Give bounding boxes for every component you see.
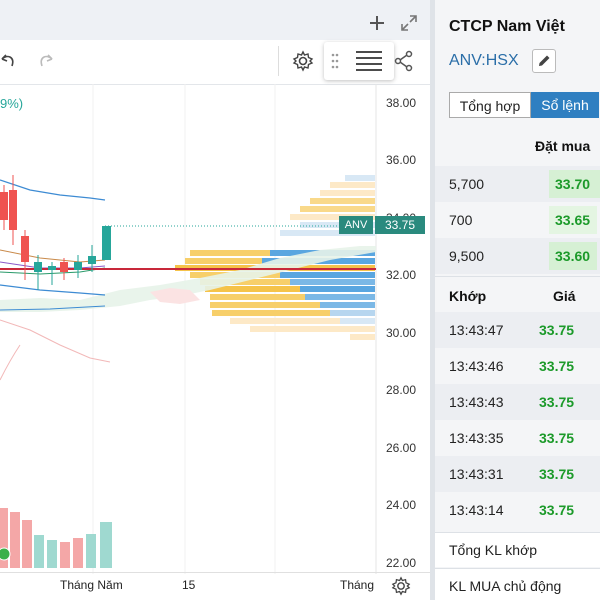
bid-price: 33.70 (555, 176, 591, 192)
ticker-symbol[interactable]: ANV:HSX (449, 52, 519, 69)
trade-time: 13:43:14 (449, 502, 504, 518)
trade-price: 33.75 (539, 466, 575, 482)
edit-button[interactable] (532, 49, 556, 73)
trade-price: 33.75 (539, 502, 575, 518)
drag-handle-icon[interactable] (330, 52, 340, 70)
trade-time: 13:43:46 (449, 358, 504, 374)
trade-row[interactable]: 13:43:46 33.75 (435, 348, 600, 384)
price-label: 36.00 (386, 153, 417, 167)
bid-row[interactable]: 5,700 33.70 (435, 166, 600, 202)
trade-price: 33.75 (539, 322, 575, 338)
trade-price: 33.75 (539, 430, 575, 446)
share-icon[interactable] (394, 50, 414, 72)
trade-price: 33.75 (539, 394, 575, 410)
time-label: Tháng Năm (60, 578, 123, 592)
trade-row[interactable]: 13:43:31 33.75 (435, 456, 600, 492)
bid-price: 33.60 (555, 248, 591, 264)
stock-info-panel: CTCP Nam Việt ANV:HSX Tổng hợp Sổ lệnh Đ… (430, 0, 600, 603)
gear-icon[interactable] (391, 576, 411, 596)
bid-row[interactable]: 700 33.65 (435, 202, 600, 238)
price-chart[interactable] (0, 84, 430, 574)
chart-panel: 9%) (0, 0, 430, 596)
time-label: 15 (182, 578, 196, 592)
plus-icon[interactable] (368, 14, 386, 32)
price-label: 32.00 (386, 268, 417, 282)
bid-row[interactable]: 9,500 33.60 (435, 238, 600, 274)
bid-volume: 9,500 (449, 248, 485, 264)
trade-time: 13:43:31 (449, 466, 504, 482)
chart-header-bar (0, 0, 430, 41)
change-percent: 9%) (0, 96, 24, 111)
trade-row[interactable]: 13:43:14 33.75 (435, 492, 600, 528)
tab-order-book[interactable]: Sổ lệnh (531, 92, 599, 118)
bid-header: Đặt mua (535, 138, 591, 154)
company-name: CTCP Nam Việt (449, 18, 565, 35)
undo-icon[interactable] (0, 52, 18, 70)
total-matched-label: Tổng KL khớp (449, 542, 538, 558)
last-price-tag: ANV 33.75 (339, 216, 427, 234)
price-label: 24.00 (386, 498, 417, 512)
trades-time-header: Khớp (449, 288, 487, 304)
time-label: Tháng (340, 578, 375, 592)
trade-time: 13:43:43 (449, 394, 504, 410)
settings-icon[interactable] (292, 50, 314, 72)
price-label: 22.00 (386, 556, 417, 570)
trades-price-header: Giá (553, 288, 576, 304)
tab-summary[interactable]: Tổng hợp (449, 92, 531, 118)
active-buy-row[interactable]: KL MUA chủ động (435, 568, 600, 603)
expand-icon[interactable] (400, 14, 418, 32)
volume-bars (0, 508, 112, 568)
trade-row[interactable]: 13:43:35 33.75 (435, 420, 600, 456)
bid-volume: 5,700 (449, 176, 485, 192)
view-tabs: Tổng hợp Sổ lệnh (449, 92, 599, 118)
chart-toolbar (0, 40, 430, 85)
bid-volume: 700 (449, 212, 473, 228)
trade-time: 13:43:47 (449, 322, 504, 338)
bid-price-box: 33.65 (549, 206, 597, 234)
candles (0, 175, 111, 290)
trade-row[interactable]: 13:43:47 33.75 (435, 312, 600, 348)
price-label: 38.00 (386, 96, 417, 110)
total-matched-row[interactable]: Tổng KL khớp (435, 532, 600, 567)
trade-price: 33.75 (539, 358, 575, 374)
price-label: 30.00 (386, 326, 417, 340)
bid-price: 33.65 (555, 212, 591, 228)
bid-price-box: 33.60 (549, 242, 597, 270)
trade-time: 13:43:35 (449, 430, 504, 446)
trade-row[interactable]: 13:43:43 33.75 (435, 384, 600, 420)
bid-price-box: 33.70 (549, 170, 600, 198)
price-tag-symbol: ANV (339, 216, 373, 234)
price-label: 28.00 (386, 383, 417, 397)
price-label: 26.00 (386, 441, 417, 455)
active-buy-label: KL MUA chủ động (449, 578, 562, 594)
menu-icon[interactable] (354, 49, 384, 73)
price-tag-value: 33.75 (375, 216, 425, 234)
pencil-icon (539, 55, 550, 66)
redo-icon[interactable] (36, 52, 54, 70)
